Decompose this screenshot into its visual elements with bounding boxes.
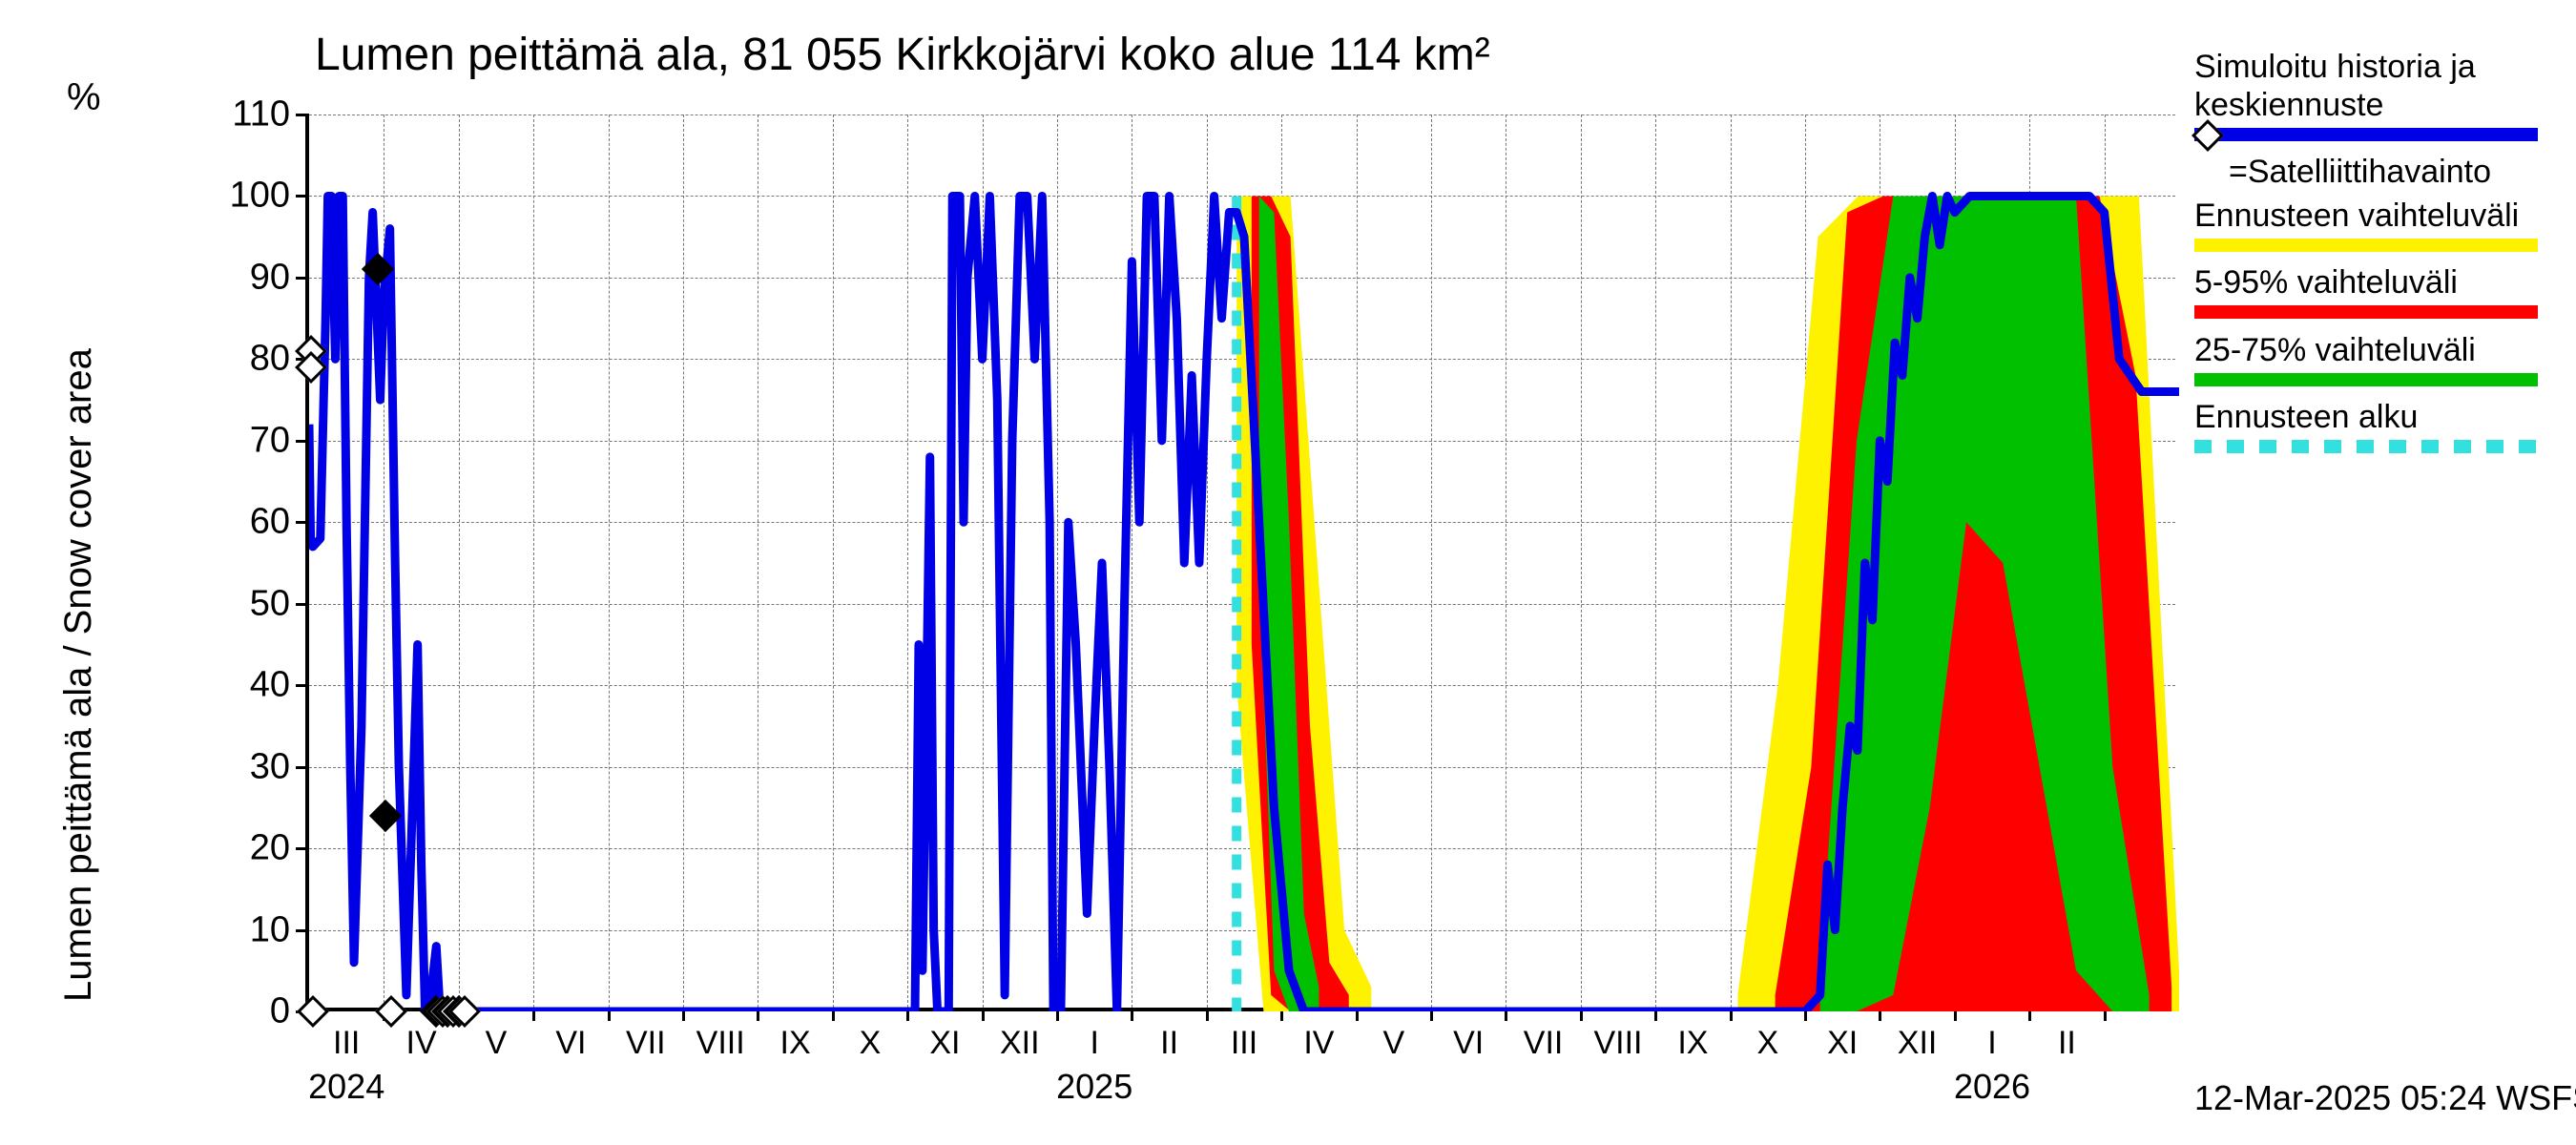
legend-swatch xyxy=(2194,373,2538,386)
xtick-label: IX xyxy=(1677,1025,1708,1062)
xtick-label: II xyxy=(1160,1025,1178,1062)
ytick xyxy=(296,766,309,769)
xtick-label: I xyxy=(1987,1025,1996,1062)
ytick xyxy=(296,521,309,524)
ytick xyxy=(296,195,309,198)
xtick-label: XII xyxy=(1000,1025,1040,1062)
legend-label: Simuloitu historia jakeskiennuste xyxy=(2194,48,2519,124)
xtick-label: VI xyxy=(1453,1025,1484,1062)
xtick-label: X xyxy=(860,1025,882,1062)
xtick-year-label: 2024 xyxy=(308,1067,384,1107)
ytick xyxy=(296,440,309,443)
xtick-label: III xyxy=(1231,1025,1257,1062)
y-axis-title: Lumen peittämä ala / Snow cover area xyxy=(57,348,100,1002)
plot-area: 0102030405060708090100110IIIIVVVIVIIVIII… xyxy=(305,114,2175,1011)
xtick-year-label: 2025 xyxy=(1056,1067,1132,1107)
ytick-label: 60 xyxy=(250,502,290,543)
ytick-label: 110 xyxy=(232,94,290,135)
xtick-label: VII xyxy=(1524,1025,1564,1062)
ytick-label: 100 xyxy=(230,176,290,217)
ytick xyxy=(296,277,309,280)
xtick-label: XI xyxy=(929,1025,960,1062)
legend-label: 5-95% vaihteluväli xyxy=(2194,263,2519,302)
legend-label: Ennusteen vaihteluväli xyxy=(2194,197,2519,235)
legend-item: =Satelliittihavainto xyxy=(2194,153,2519,191)
xtick-label: V xyxy=(486,1025,508,1062)
ytick-label: 0 xyxy=(270,991,290,1032)
legend-swatch xyxy=(2194,305,2538,319)
ytick-label: 30 xyxy=(250,746,290,787)
ytick xyxy=(296,603,309,606)
xtick-label: III xyxy=(333,1025,360,1062)
chart-title: Lumen peittämä ala, 81 055 Kirkkojärvi k… xyxy=(315,29,1490,81)
legend-item: Ennusteen alku xyxy=(2194,398,2519,459)
xtick-label: VII xyxy=(626,1025,666,1062)
xtick-label: VIII xyxy=(1593,1025,1642,1062)
legend-label: 25-75% vaihteluväli xyxy=(2194,331,2519,369)
xtick-label: X xyxy=(1756,1025,1778,1062)
xtick-year-label: 2026 xyxy=(1954,1067,2030,1107)
legend-swatch xyxy=(2194,128,2538,141)
xtick-label: VI xyxy=(555,1025,586,1062)
xtick-label: V xyxy=(1382,1025,1404,1062)
ytick-label: 40 xyxy=(250,665,290,706)
ytick-label: 50 xyxy=(250,583,290,624)
ytick xyxy=(296,929,309,932)
series-layer xyxy=(309,114,2179,1011)
xtick-label: IX xyxy=(780,1025,811,1062)
ytick-label: 80 xyxy=(250,339,290,380)
xtick-label: VIII xyxy=(696,1025,745,1062)
ytick xyxy=(296,847,309,850)
ytick-label: 20 xyxy=(250,828,290,869)
xtick-label: I xyxy=(1090,1025,1098,1062)
legend-item: 5-95% vaihteluväli xyxy=(2194,263,2519,324)
snow-cover-chart: Lumen peittämä ala, 81 055 Kirkkojärvi k… xyxy=(0,0,2576,1145)
legend-label: Ennusteen alku xyxy=(2194,398,2519,436)
ytick xyxy=(296,114,309,116)
y-axis-unit: % xyxy=(67,76,101,119)
legend-item: 25-75% vaihteluväli xyxy=(2194,331,2519,392)
xtick-label: XI xyxy=(1827,1025,1858,1062)
legend-item: Simuloitu historia jakeskiennuste xyxy=(2194,48,2519,147)
xtick-label: II xyxy=(2058,1025,2076,1062)
legend-swatch xyxy=(2194,440,2538,453)
ytick-label: 70 xyxy=(250,420,290,461)
ytick-label: 90 xyxy=(250,257,290,298)
xtick-label: IV xyxy=(406,1025,437,1062)
ytick xyxy=(296,684,309,687)
ytick-label: 10 xyxy=(250,909,290,950)
xtick-label: IV xyxy=(1303,1025,1334,1062)
legend: Simuloitu historia jakeskiennuste =Satell… xyxy=(2194,48,2519,465)
xtick-label: XII xyxy=(1898,1025,1938,1062)
legend-swatch xyxy=(2194,239,2538,252)
chart-footer: 12-Mar-2025 05:24 WSFS-O xyxy=(2194,1078,2576,1118)
legend-item: Ennusteen vaihteluväli xyxy=(2194,197,2519,258)
legend-label: =Satelliittihavainto xyxy=(2229,153,2519,191)
